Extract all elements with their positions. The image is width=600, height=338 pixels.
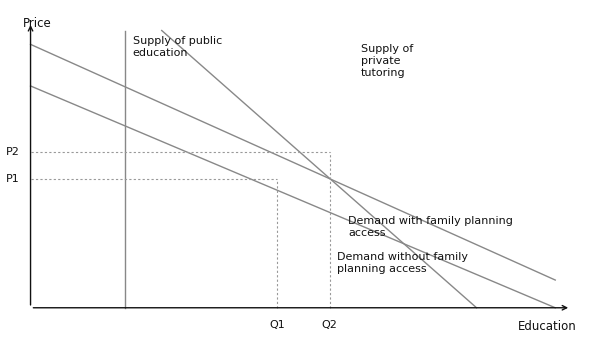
Text: P2: P2 [6,147,20,158]
Text: Q1: Q1 [269,320,285,330]
Text: Demand without family
planning access: Demand without family planning access [337,252,469,274]
Text: Supply of
private
tutoring: Supply of private tutoring [361,44,413,77]
Text: P1: P1 [6,174,20,184]
Text: Demand with family planning
access: Demand with family planning access [348,216,513,238]
Text: Supply of public
education: Supply of public education [133,36,222,58]
Text: Q2: Q2 [322,320,338,330]
Text: Education: Education [517,320,576,333]
Text: Price: Price [23,17,52,30]
